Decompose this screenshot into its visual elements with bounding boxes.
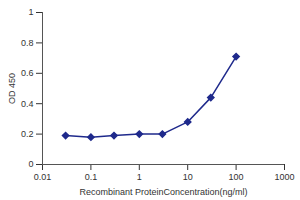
svg-text:1000: 1000 bbox=[274, 172, 294, 182]
svg-text:0.8: 0.8 bbox=[21, 38, 34, 48]
svg-text:OD 450: OD 450 bbox=[7, 73, 17, 104]
svg-text:Recombinant ProteinConcentrati: Recombinant ProteinConcentration(ng/ml) bbox=[79, 187, 247, 197]
svg-text:0.6: 0.6 bbox=[21, 68, 34, 78]
svg-text:0.01: 0.01 bbox=[34, 172, 52, 182]
svg-text:10: 10 bbox=[183, 172, 193, 182]
svg-text:0.4: 0.4 bbox=[21, 99, 34, 109]
svg-text:0: 0 bbox=[28, 159, 33, 169]
svg-text:1: 1 bbox=[137, 172, 142, 182]
svg-text:100: 100 bbox=[229, 172, 244, 182]
svg-text:0.2: 0.2 bbox=[21, 129, 34, 139]
svg-text:0.1: 0.1 bbox=[85, 172, 98, 182]
svg-text:1: 1 bbox=[28, 7, 33, 17]
